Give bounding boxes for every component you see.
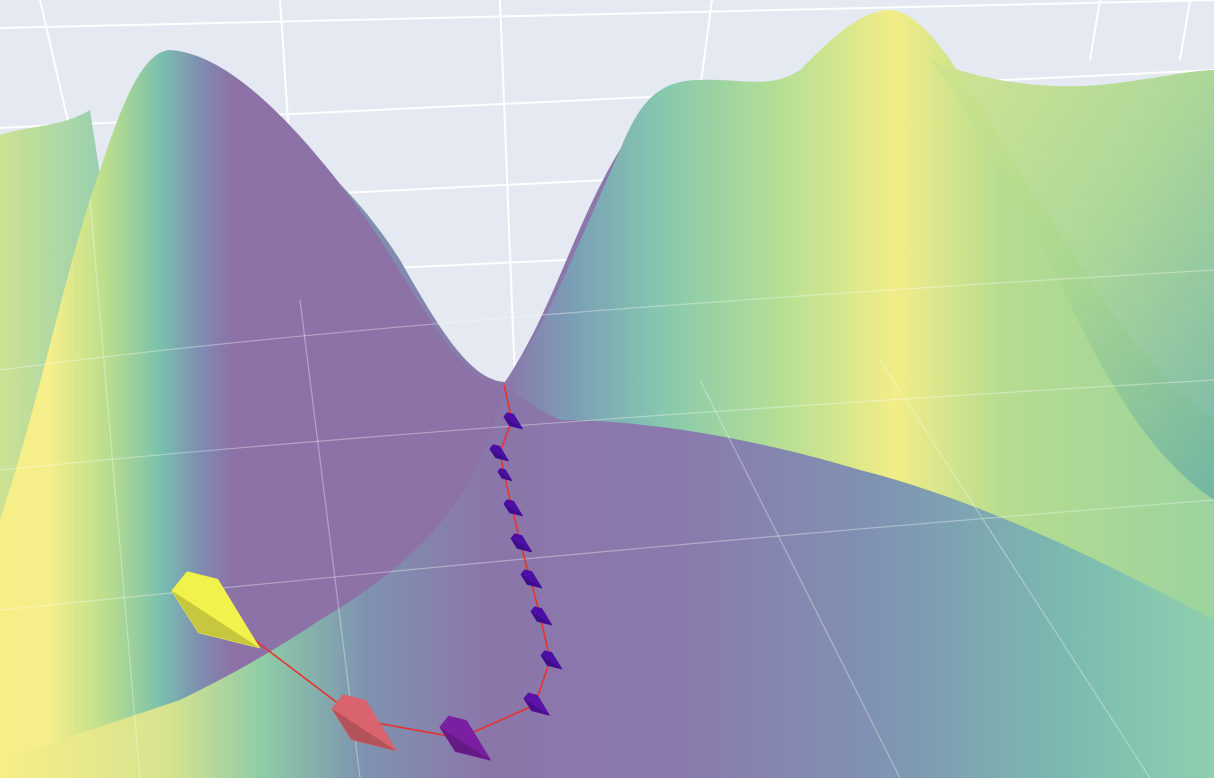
trajectory-marker-8 [503, 499, 523, 517]
left-peak [0, 50, 505, 760]
far-left-ridge [0, 110, 110, 520]
trajectory-marker-1 [331, 694, 397, 752]
far-right-ridge [930, 60, 1214, 500]
trajectory-marker-9 [497, 468, 513, 482]
surface-gridlines [0, 199, 1214, 778]
trajectory-marker-4 [540, 650, 563, 670]
trajectory-marker-2 [439, 715, 492, 761]
right-peak [505, 10, 1214, 620]
trajectory-marker-11 [503, 412, 523, 430]
trajectory-marker-10 [489, 444, 509, 462]
trajectory-marker-5 [530, 606, 553, 626]
trajectory-marker-3 [523, 692, 550, 716]
trajectory-marker-7 [510, 533, 533, 553]
trajectory-markers [171, 412, 563, 761]
trajectory-marker-0 [171, 571, 260, 649]
trajectory-marker-6 [520, 569, 543, 589]
